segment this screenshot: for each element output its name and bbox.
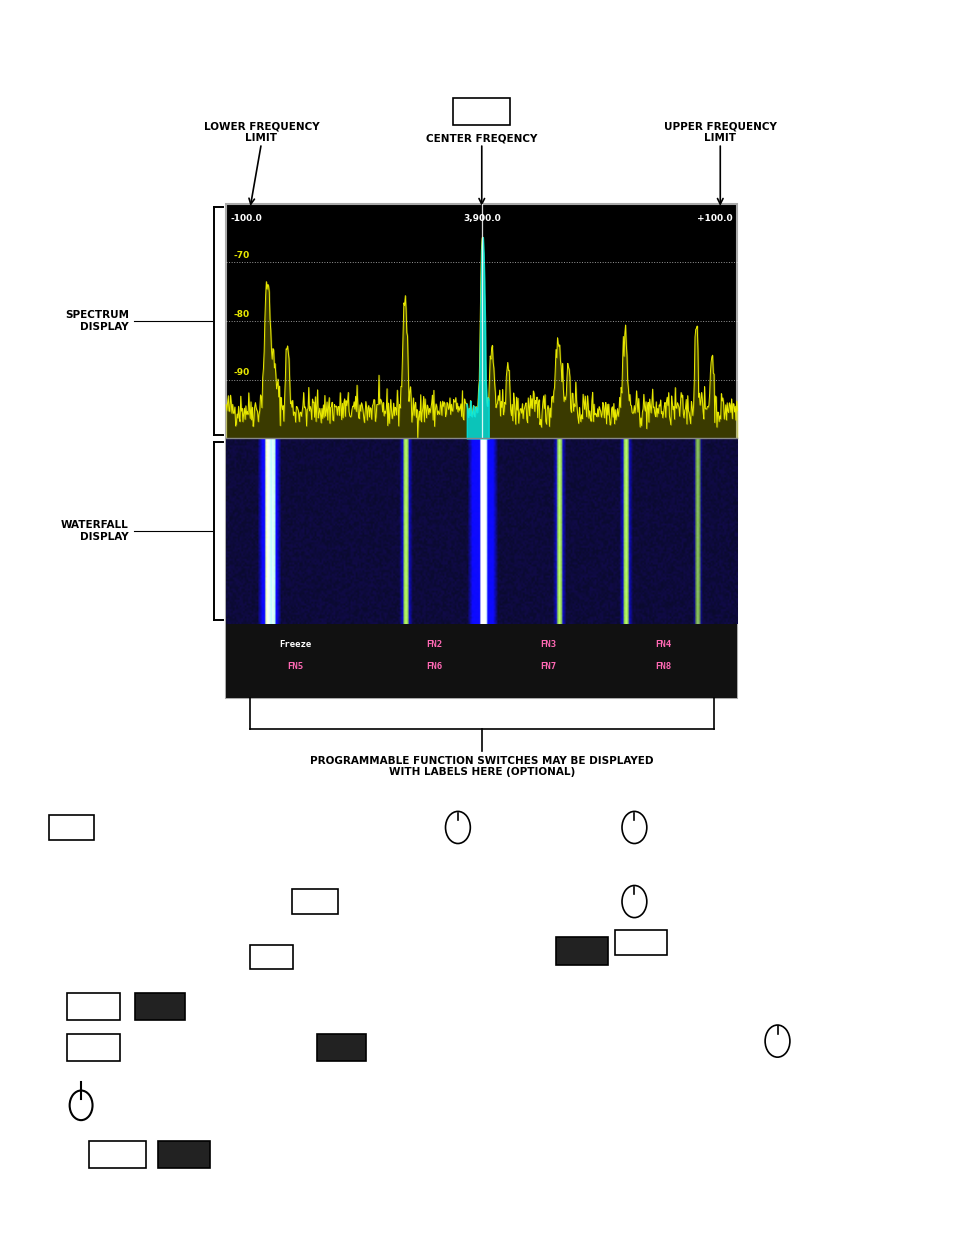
Text: FN6: FN6 <box>426 662 441 672</box>
Bar <box>89 1141 146 1168</box>
Text: FN3: FN3 <box>540 640 556 650</box>
Text: FN5: FN5 <box>288 662 303 672</box>
Circle shape <box>764 1025 789 1057</box>
Text: +100.0: +100.0 <box>697 214 732 222</box>
Text: FN4: FN4 <box>655 640 670 650</box>
Text: FN2: FN2 <box>426 640 441 650</box>
Bar <box>316 1034 366 1061</box>
Text: FN8: FN8 <box>655 662 670 672</box>
Bar <box>158 1141 210 1168</box>
Bar <box>226 204 737 698</box>
Text: -100.0: -100.0 <box>231 214 262 222</box>
Circle shape <box>70 1091 92 1120</box>
Text: CENTER FREQENCY: CENTER FREQENCY <box>426 133 537 143</box>
Text: WATERFALL
DISPLAY: WATERFALL DISPLAY <box>61 520 129 542</box>
Bar <box>49 815 94 840</box>
Bar <box>135 993 185 1020</box>
Bar <box>292 889 337 914</box>
Text: UPPER FREQUENCY
LIMIT: UPPER FREQUENCY LIMIT <box>663 122 776 143</box>
Circle shape <box>621 885 646 918</box>
Text: -80: -80 <box>233 310 250 319</box>
Bar <box>250 945 293 969</box>
Bar <box>67 993 120 1020</box>
Circle shape <box>621 811 646 844</box>
Bar <box>226 624 737 698</box>
Bar <box>614 930 667 955</box>
Bar <box>453 98 510 125</box>
Bar <box>555 937 608 965</box>
Text: FN7: FN7 <box>540 662 556 672</box>
Text: LOWER FREQUENCY
LIMIT: LOWER FREQUENCY LIMIT <box>203 122 319 143</box>
Text: Freeze: Freeze <box>279 640 312 650</box>
Bar <box>67 1034 120 1061</box>
Text: -90: -90 <box>233 368 250 378</box>
Text: SPECTRUM
DISPLAY: SPECTRUM DISPLAY <box>65 310 129 332</box>
Text: -70: -70 <box>233 251 250 261</box>
Circle shape <box>445 811 470 844</box>
Text: PROGRAMMABLE FUNCTION SWITCHES MAY BE DISPLAYED
WITH LABELS HERE (OPTIONAL): PROGRAMMABLE FUNCTION SWITCHES MAY BE DI… <box>310 756 653 777</box>
Text: 3,900.0: 3,900.0 <box>462 214 500 222</box>
